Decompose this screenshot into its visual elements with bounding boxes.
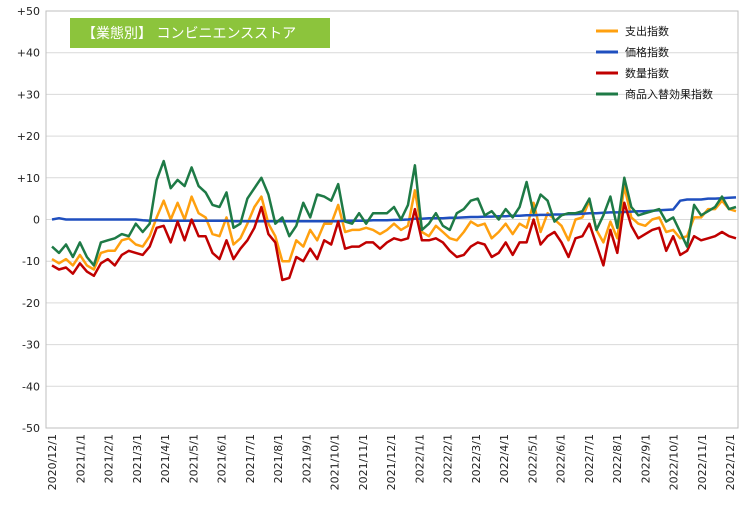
- x-tick-label: 2022/8/1: [611, 434, 624, 483]
- y-tick-label: -10: [22, 255, 40, 268]
- x-tick-label: 2022/2/1: [442, 434, 455, 483]
- x-tick-label: 2021/2/1: [103, 434, 116, 483]
- x-axis-ticks: 2020/12/1 2021/1/1 2021/2/1 2021/3/1 2021/4/…: [46, 434, 737, 490]
- legend-label: 商品入替効果指数: [625, 87, 713, 101]
- x-tick-label: 2022/7/1: [583, 434, 596, 483]
- series-lines: [51, 159, 737, 282]
- x-tick-label: 2021/7/1: [244, 434, 257, 483]
- y-tick-label: -20: [22, 297, 40, 310]
- x-tick-label: 2021/12/1: [385, 434, 398, 490]
- y-tick-label: +10: [17, 172, 40, 185]
- x-tick-label: 2021/5/1: [187, 434, 200, 483]
- x-tick-label: 2021/11/1: [357, 434, 370, 490]
- series-line-3: [51, 159, 737, 267]
- x-tick-label: 2022/3/1: [470, 434, 483, 483]
- legend-label: 数量指数: [625, 66, 669, 80]
- x-tick-label: 2021/1/1: [74, 434, 87, 483]
- x-tick-label: 2022/6/1: [555, 434, 568, 483]
- x-tick-label: 2021/8/1: [272, 434, 285, 483]
- series-line-0: [51, 184, 737, 271]
- x-tick-label: 2022/9/1: [639, 434, 652, 483]
- x-tick-label: 2021/4/1: [159, 434, 172, 483]
- chart-title: 【業態別】 コンビニエンスストア: [82, 26, 296, 42]
- x-tick-label: 2022/1/1: [413, 434, 426, 483]
- x-tick-label: 2021/10/1: [329, 434, 342, 490]
- y-tick-label: +30: [17, 88, 40, 101]
- x-tick-label: 2020/12/1: [46, 434, 59, 490]
- x-tick-label: 2021/3/1: [131, 434, 144, 483]
- x-tick-label: 2022/10/1: [668, 434, 681, 490]
- x-tick-label: 2022/11/1: [696, 434, 709, 490]
- legend-label: 支出指数: [625, 24, 669, 38]
- x-tick-label: 2021/9/1: [300, 434, 313, 483]
- chart-title-background: [70, 18, 330, 48]
- plot-frame: [45, 10, 739, 429]
- x-tick-label: 2021/6/1: [216, 434, 229, 483]
- y-tick-label: +40: [17, 47, 40, 60]
- y-tick-label: 0: [33, 214, 40, 227]
- x-tick-label: 2022/12/1: [724, 434, 737, 490]
- chart-title-box: 【業態別】 コンビニエンスストア: [70, 18, 330, 48]
- x-tick-label: 2022/4/1: [498, 434, 511, 483]
- y-tick-label: -30: [22, 339, 40, 352]
- x-tick-label: 2022/5/1: [526, 434, 539, 483]
- series-line-2: [51, 201, 737, 282]
- legend-label: 価格指数: [625, 45, 669, 59]
- y-tick-label: -40: [22, 380, 40, 393]
- y-tick-label: +20: [17, 130, 40, 143]
- y-tick-label: -50: [22, 422, 40, 435]
- y-tick-label: +50: [17, 5, 40, 18]
- y-axis-ticks: +50 +40 +30 +20 +10 0 -10 -20 -30 -40 -50: [17, 5, 40, 435]
